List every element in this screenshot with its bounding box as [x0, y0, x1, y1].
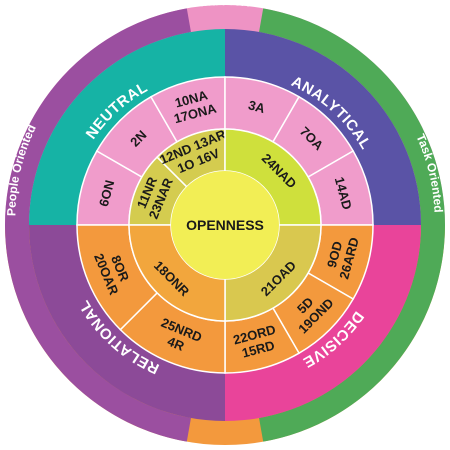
band-analytical [225, 29, 421, 225]
cell-label-analytical-0: 3A [247, 97, 268, 116]
cell-label-neutral-0: 6ON [96, 178, 117, 208]
axis-top-label: Introvert [200, 0, 251, 9]
core-circle [171, 171, 279, 279]
people-oriented-ring [4, 8, 191, 442]
center-label: OPENNESS [186, 217, 264, 233]
quadrant-bands [29, 29, 421, 421]
band-decisive [225, 225, 421, 421]
band-neutral [29, 29, 225, 225]
band-relational [29, 225, 225, 421]
task-oriented-ring [259, 8, 445, 442]
